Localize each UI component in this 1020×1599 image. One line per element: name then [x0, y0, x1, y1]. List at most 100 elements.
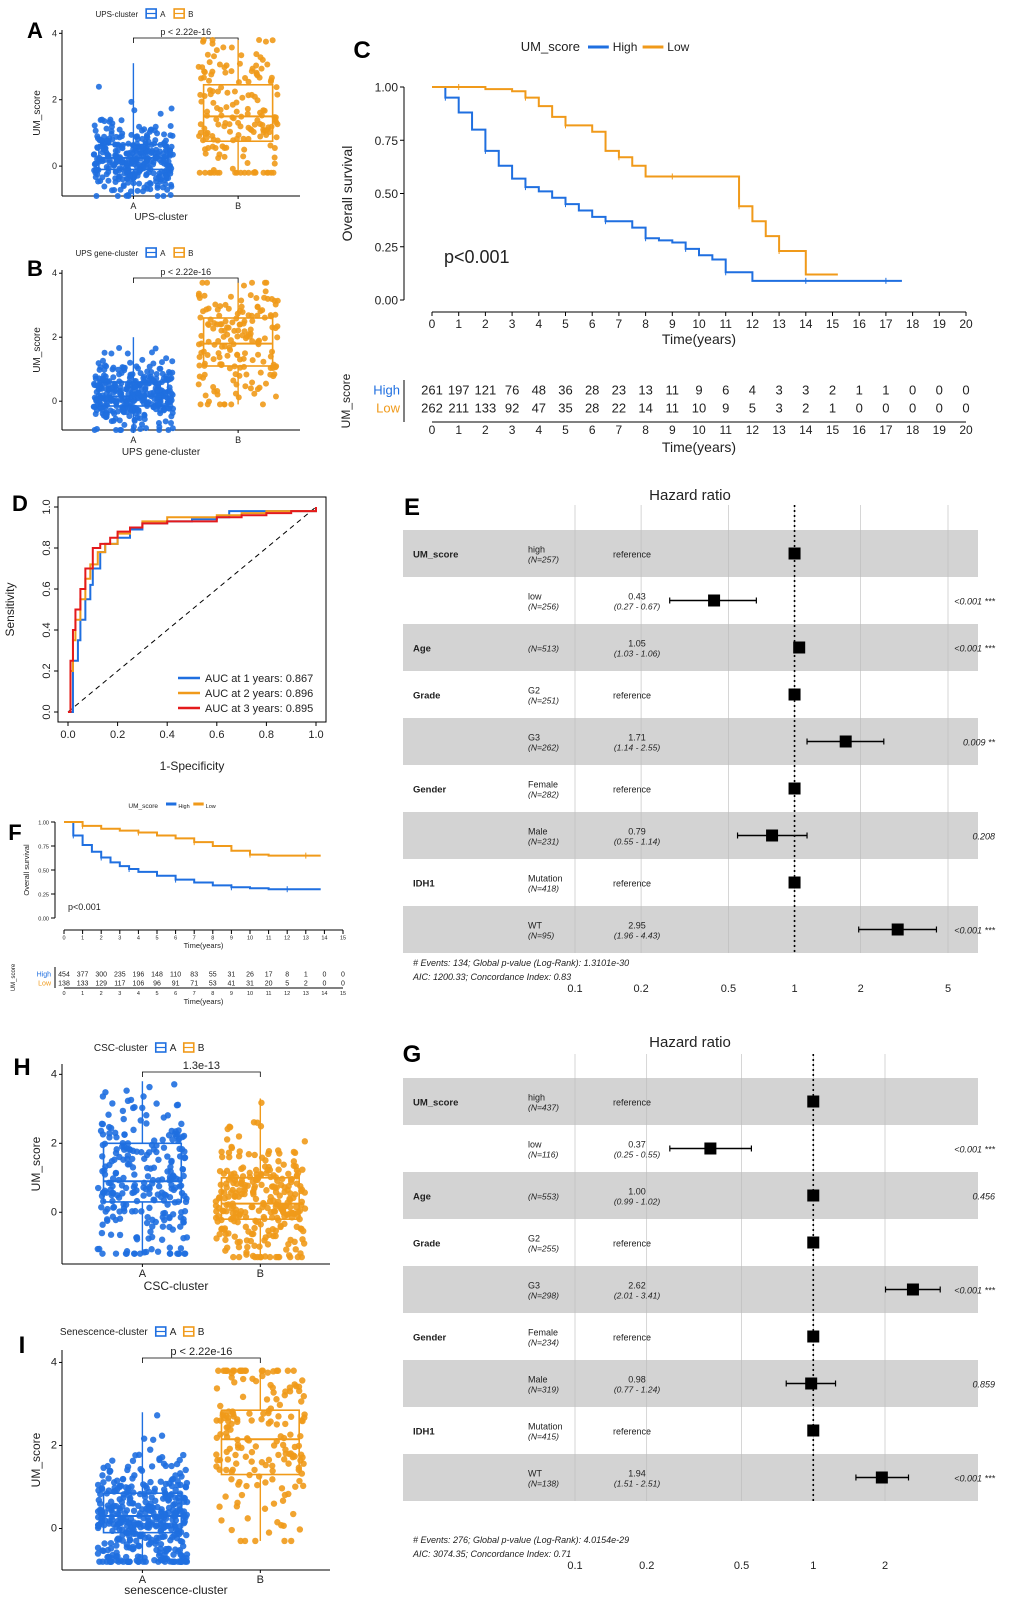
- risk-x-tick-label: 14: [799, 423, 813, 437]
- x-tick-label: 19: [933, 317, 947, 331]
- p-value: 0.208: [972, 832, 995, 842]
- data-point: [131, 1472, 138, 1479]
- data-point: [299, 1482, 307, 1490]
- data-point: [282, 1450, 289, 1457]
- data-point: [235, 1133, 243, 1140]
- data-point: [298, 1398, 305, 1405]
- data-point: [99, 357, 106, 364]
- y-tick-label: 0: [52, 396, 57, 406]
- variable-name: Grade: [413, 1239, 440, 1250]
- risk-count: 5: [749, 401, 756, 416]
- data-point: [273, 119, 280, 126]
- variable-name: UM_score: [413, 1098, 458, 1109]
- data-point: [101, 1171, 109, 1178]
- data-point: [127, 188, 134, 195]
- data-point: [148, 1463, 156, 1470]
- data-point: [247, 385, 254, 392]
- data-point: [266, 1166, 274, 1174]
- data-point: [95, 1522, 102, 1529]
- risk-count: 0: [936, 401, 943, 416]
- plot-frame: [57, 496, 327, 723]
- data-point: [259, 122, 266, 129]
- data-point: [166, 1558, 174, 1565]
- risk-count: 129: [95, 980, 107, 987]
- data-point: [249, 357, 256, 364]
- data-point: [233, 108, 240, 115]
- forest-row: WT(N=95) 2.95(1.96 - 4.43) <0.001 ***: [528, 921, 995, 941]
- data-point: [114, 1536, 121, 1544]
- ci-text: (0.25 - 0.55): [614, 1150, 660, 1160]
- data-point: [251, 1151, 258, 1159]
- risk-x-tick-label: 4: [535, 423, 542, 437]
- n-count: (N=95): [528, 931, 554, 941]
- data-point: [216, 401, 223, 408]
- hr-marker: [766, 829, 779, 842]
- x-tick-label: 18: [906, 317, 920, 331]
- data-point: [196, 169, 203, 176]
- data-point: [216, 61, 223, 68]
- risk-count: 3: [802, 383, 809, 398]
- data-point: [180, 1132, 188, 1140]
- hr-estimate: reference: [613, 879, 651, 889]
- n-count: (N=415): [528, 1432, 559, 1442]
- n-count: (N=513): [528, 644, 559, 654]
- box-iqr: [102, 1142, 183, 1203]
- data-point: [177, 1214, 184, 1221]
- data-point: [213, 47, 220, 54]
- data-point: [299, 1236, 306, 1243]
- data-point: [247, 292, 254, 299]
- data-point: [104, 1502, 112, 1509]
- data-point: [97, 1127, 105, 1135]
- pvalue-text: p < 2.22e-16: [160, 27, 211, 37]
- data-point: [181, 1154, 189, 1161]
- data-point: [168, 1462, 175, 1470]
- data-point: [262, 380, 269, 387]
- data-point: [216, 1503, 223, 1510]
- legend-entry: A: [160, 10, 166, 19]
- level-name: low: [528, 1140, 542, 1150]
- data-point: [113, 1486, 121, 1493]
- data-point: [147, 1478, 154, 1486]
- x-axis-label: Time(years): [662, 331, 736, 347]
- data-point: [154, 130, 161, 137]
- data-point: [215, 121, 222, 128]
- x-tick-label: 12: [746, 317, 760, 331]
- x-tick-label: A: [139, 1574, 147, 1586]
- data-point: [301, 1138, 309, 1145]
- data-point: [92, 166, 99, 173]
- y-tick-label: 0.8: [41, 540, 53, 555]
- n-count: (N=282): [528, 790, 559, 800]
- data-point: [211, 388, 218, 395]
- data-point: [261, 1505, 269, 1512]
- data-point: [166, 1250, 174, 1257]
- data-point: [250, 129, 257, 136]
- risk-x-tick-label: 18: [906, 423, 920, 437]
- forest-row: low(N=256) 0.43(0.27 - 0.67) <0.001 ***: [528, 592, 995, 612]
- data-point: [100, 1464, 107, 1472]
- data-point: [121, 1510, 129, 1517]
- data-point: [226, 365, 233, 372]
- data-point: [200, 74, 207, 81]
- data-point: [234, 333, 241, 340]
- data-point: [248, 1417, 255, 1424]
- data-point: [286, 1253, 294, 1261]
- hr-estimate: 1.71: [628, 733, 646, 743]
- risk-x-tick-label: 3: [509, 423, 516, 437]
- forest-row: Age (N=553) 1.00(0.99 - 1.02) 0.456: [413, 1187, 995, 1207]
- data-point: [273, 1396, 280, 1403]
- data-point: [130, 1545, 137, 1552]
- data-point: [276, 1192, 283, 1199]
- data-point: [129, 1189, 136, 1197]
- data-point: [280, 1161, 287, 1168]
- data-point: [145, 1149, 153, 1156]
- data-point: [100, 1479, 107, 1486]
- data-point: [121, 1207, 128, 1215]
- data-point: [103, 363, 110, 370]
- data-point: [113, 1542, 120, 1549]
- x-tick-label: 15: [826, 317, 840, 331]
- data-point: [258, 65, 265, 72]
- data-point: [140, 399, 147, 406]
- hr-marker: [708, 594, 721, 607]
- data-point: [213, 1208, 220, 1215]
